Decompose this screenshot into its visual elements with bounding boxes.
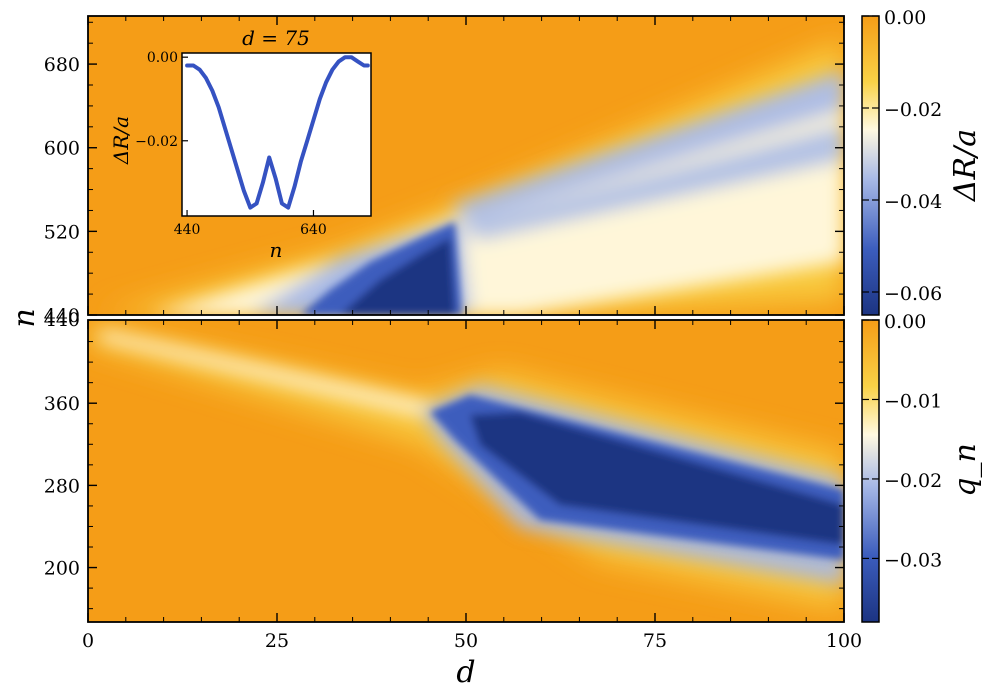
- top-cream-region: [150, 75, 844, 315]
- inset-x-tick-label: 440: [174, 222, 201, 238]
- bottom-colorbar: q_n: [861, 319, 983, 623]
- top-colorbar-bar: [861, 15, 880, 316]
- top-dip-core: [340, 238, 455, 315]
- x-tick-label: 100: [826, 630, 862, 652]
- x-tick-label: 75: [643, 630, 667, 652]
- colorbar-tick-label: −0.02: [884, 99, 942, 121]
- inset-title: d = 75: [242, 26, 310, 50]
- top-y-tick-label: 600: [44, 138, 80, 160]
- colorbar-tick-label: −0.06: [884, 283, 942, 305]
- bottom-y-tick-label: 200: [44, 558, 80, 580]
- bottom-dip-core: [470, 412, 844, 545]
- top-y-tick-label: 680: [44, 54, 80, 76]
- colorbar-tick-label: −0.04: [884, 191, 942, 213]
- inset-y-label: ΔR/a: [109, 116, 133, 165]
- x-tick-label: 0: [82, 630, 94, 652]
- inset-x-tick-label: 640: [300, 222, 327, 238]
- inset-x-label: n: [270, 238, 283, 262]
- inset-background: [181, 52, 372, 217]
- top-colorbar: ΔR/a: [861, 15, 983, 316]
- inset: d = 75 n ΔR/a 440 640 0.00 −0.02: [109, 26, 372, 262]
- boundary-y-tick-label: 440: [44, 309, 80, 331]
- top-panel: [87, 15, 845, 316]
- x-tick-label: 25: [265, 630, 289, 652]
- y-axis-label: n: [7, 308, 42, 327]
- top-y-tick-label: 520: [44, 221, 80, 243]
- bottom-colorbar-bar: [861, 319, 880, 623]
- colorbar-tick-label: −0.01: [884, 390, 942, 412]
- top-y-tick-label: 440: [44, 305, 80, 327]
- x-axis-label: d: [456, 655, 475, 690]
- top-lightblue-branch-upper: [450, 70, 844, 222]
- bottom-y-tick-label: 360: [44, 393, 80, 415]
- top-colorbar-label: ΔR/a: [948, 129, 983, 202]
- x-tick-label: 50: [454, 630, 478, 652]
- top-heatmap: [88, 16, 844, 315]
- top-lightblue-branch-lower: [460, 125, 844, 240]
- bottom-colorbar-label: q_n: [948, 443, 983, 497]
- colorbar-ticks: 0.00 −0.02 −0.04 −0.06 0.00 −0.01 −0.02 −0.03: [862, 7, 942, 571]
- bottom-heatmap: [88, 320, 844, 622]
- colorbar-tick-label: −0.02: [884, 470, 942, 492]
- colorbar-tick-label: 0.00: [884, 311, 926, 333]
- colorbar-tick-label: −0.03: [884, 549, 942, 571]
- bottom-y-tick-label: 280: [44, 475, 80, 497]
- inset-y-tick-label: −0.02: [135, 134, 178, 150]
- bottom-ridge: [100, 330, 430, 418]
- inset-y-tick-label: 0.00: [147, 50, 178, 66]
- inset-series-line: [185, 55, 370, 210]
- inset-ticks: 440 640 0.00 −0.02: [135, 50, 327, 238]
- axis-ticks: 0 25 50 75 100 440 520 600 680 200 280 360 440: [44, 16, 862, 652]
- bottom-panel: [87, 319, 845, 623]
- colorbar-tick-label: 0.00: [884, 7, 926, 29]
